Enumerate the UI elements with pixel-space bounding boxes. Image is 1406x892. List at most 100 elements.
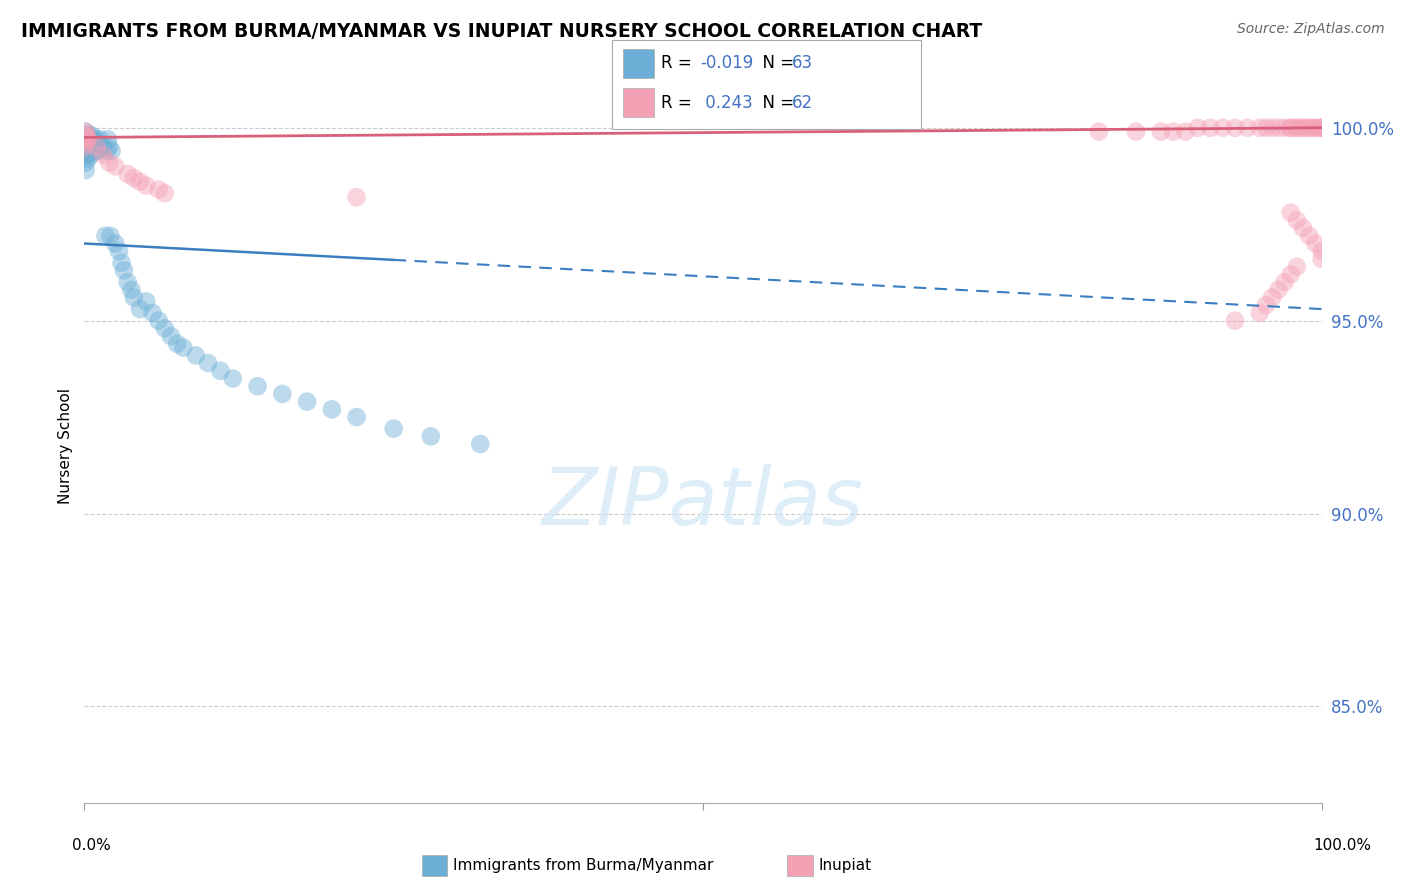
Point xyxy=(87,136,110,151)
Text: -0.019: -0.019 xyxy=(700,54,754,72)
Point xyxy=(1187,120,1209,135)
Text: R =: R = xyxy=(661,54,697,72)
Point xyxy=(1161,125,1184,139)
Point xyxy=(419,429,441,443)
Point xyxy=(1174,125,1197,139)
Point xyxy=(122,291,145,305)
Point xyxy=(1305,120,1327,135)
Point xyxy=(1310,120,1333,135)
Point xyxy=(209,364,232,378)
Point xyxy=(1298,120,1320,135)
Point xyxy=(104,236,127,251)
Point xyxy=(84,144,107,158)
Point xyxy=(1305,120,1327,135)
Point xyxy=(1305,236,1327,251)
Point xyxy=(76,132,98,146)
Point xyxy=(135,294,157,309)
Point xyxy=(120,283,142,297)
Point xyxy=(1310,244,1333,259)
Text: Immigrants from Burma/Myanmar: Immigrants from Burma/Myanmar xyxy=(453,858,713,872)
Point xyxy=(76,148,98,162)
Y-axis label: Nursery School: Nursery School xyxy=(58,388,73,504)
Point xyxy=(79,128,101,143)
Text: N =: N = xyxy=(752,54,800,72)
Point xyxy=(100,144,122,158)
Point xyxy=(76,128,98,143)
Point xyxy=(172,341,194,355)
Point xyxy=(77,132,100,146)
Point xyxy=(1274,120,1296,135)
Point xyxy=(77,152,100,166)
Point xyxy=(1285,260,1308,274)
Point xyxy=(153,186,176,201)
Point xyxy=(75,148,97,162)
Point xyxy=(148,313,170,327)
Point xyxy=(1236,120,1258,135)
Point xyxy=(75,136,97,151)
Point xyxy=(86,140,108,154)
Point xyxy=(75,125,97,139)
Point xyxy=(75,163,97,178)
Text: Source: ZipAtlas.com: Source: ZipAtlas.com xyxy=(1237,22,1385,37)
Point xyxy=(110,256,132,270)
Point xyxy=(79,132,101,146)
Text: IMMIGRANTS FROM BURMA/MYANMAR VS INUPIAT NURSERY SCHOOL CORRELATION CHART: IMMIGRANTS FROM BURMA/MYANMAR VS INUPIAT… xyxy=(21,22,983,41)
Point xyxy=(97,132,120,146)
Point xyxy=(112,263,135,277)
Point xyxy=(80,128,103,143)
Point xyxy=(1285,120,1308,135)
Text: Inupiat: Inupiat xyxy=(818,858,872,872)
Point xyxy=(75,132,97,146)
Point xyxy=(91,148,114,162)
Point xyxy=(346,410,368,425)
Point xyxy=(246,379,269,393)
Text: 0.243: 0.243 xyxy=(700,94,754,112)
Point xyxy=(1223,120,1246,135)
Point xyxy=(98,140,121,154)
Point xyxy=(1212,120,1234,135)
Point xyxy=(80,140,103,154)
Point xyxy=(184,348,207,362)
Point xyxy=(129,301,152,316)
Point xyxy=(1199,120,1222,135)
Point xyxy=(75,140,97,154)
Point xyxy=(86,132,108,146)
Point xyxy=(82,132,104,146)
Point xyxy=(75,125,97,139)
Point xyxy=(1279,120,1302,135)
Point xyxy=(122,170,145,185)
Point xyxy=(1310,120,1333,135)
Point xyxy=(108,244,131,259)
Point xyxy=(382,422,405,436)
Point xyxy=(1088,125,1111,139)
Point xyxy=(1285,213,1308,227)
Point xyxy=(1285,120,1308,135)
Point xyxy=(1310,120,1333,135)
Point xyxy=(1254,120,1277,135)
Point xyxy=(135,178,157,193)
Point xyxy=(1254,298,1277,312)
Point xyxy=(1274,275,1296,289)
Point xyxy=(98,228,121,243)
Point xyxy=(79,148,101,162)
Point xyxy=(86,140,108,154)
Point xyxy=(91,140,114,154)
Point xyxy=(94,228,117,243)
Text: 0.0%: 0.0% xyxy=(72,838,111,854)
Point xyxy=(79,144,101,158)
Point xyxy=(1292,120,1315,135)
Point xyxy=(1298,120,1320,135)
Point xyxy=(75,132,97,146)
Point xyxy=(89,132,111,146)
Point xyxy=(166,336,188,351)
Point xyxy=(96,144,118,158)
Point xyxy=(1267,283,1289,297)
Point xyxy=(76,128,98,143)
Point xyxy=(160,329,183,343)
Point xyxy=(1298,228,1320,243)
Text: N =: N = xyxy=(752,94,800,112)
Point xyxy=(1279,205,1302,219)
Point xyxy=(1249,120,1271,135)
Point xyxy=(1223,313,1246,327)
Point xyxy=(1267,120,1289,135)
